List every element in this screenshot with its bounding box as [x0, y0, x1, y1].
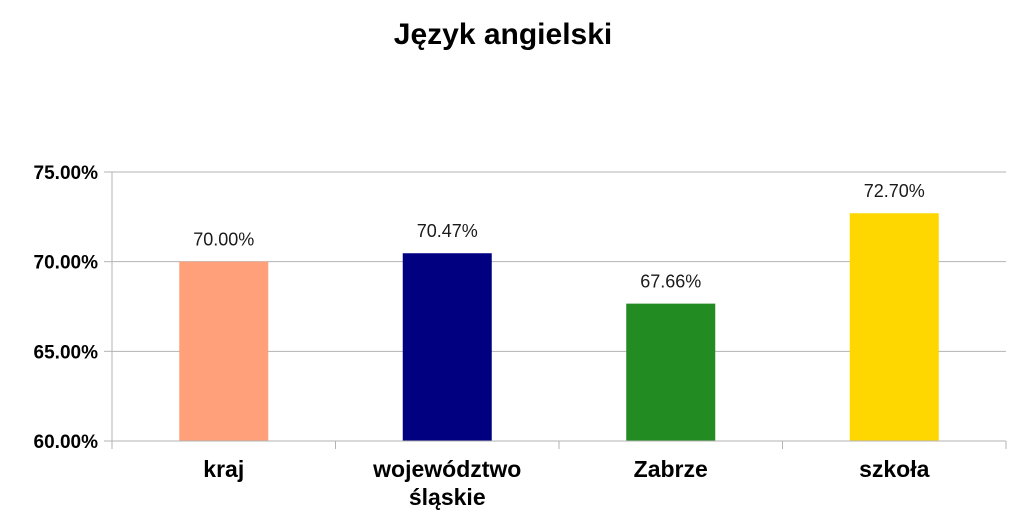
- y-tick-label: 70.00%: [34, 253, 99, 274]
- bar: [849, 213, 939, 441]
- y-tick-label: 75.00%: [34, 163, 99, 184]
- y-axis: 60.00% 65.00% 70.00% 75.00%: [34, 163, 113, 453]
- x-tick-label: kraj: [203, 456, 244, 482]
- data-label: 70.00%: [193, 230, 254, 250]
- x-tick-label: śląskie: [409, 484, 486, 510]
- bar: [179, 261, 269, 441]
- data-label: 67.66%: [640, 272, 701, 292]
- x-tick-label: województwo: [372, 456, 521, 482]
- y-tick-label: 60.00%: [34, 432, 99, 453]
- y-tick-label: 65.00%: [34, 342, 99, 363]
- bars: [179, 213, 939, 441]
- bar: [402, 253, 492, 441]
- data-label: 70.47%: [417, 221, 478, 241]
- x-tick-label: Zabrze: [634, 456, 708, 482]
- data-label: 72.70%: [864, 181, 925, 201]
- x-tick-label: szkoła: [859, 456, 930, 482]
- bar: [626, 303, 716, 441]
- data-labels: 70.00% 70.47% 67.66% 72.70%: [193, 181, 925, 291]
- chart-title: Język angielski: [394, 18, 612, 51]
